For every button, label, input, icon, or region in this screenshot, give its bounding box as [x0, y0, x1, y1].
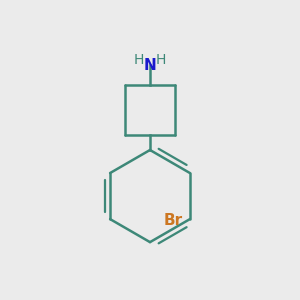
Text: H: H — [134, 53, 144, 67]
Text: Br: Br — [163, 213, 182, 228]
Text: H: H — [156, 53, 166, 67]
Text: N: N — [144, 58, 156, 73]
